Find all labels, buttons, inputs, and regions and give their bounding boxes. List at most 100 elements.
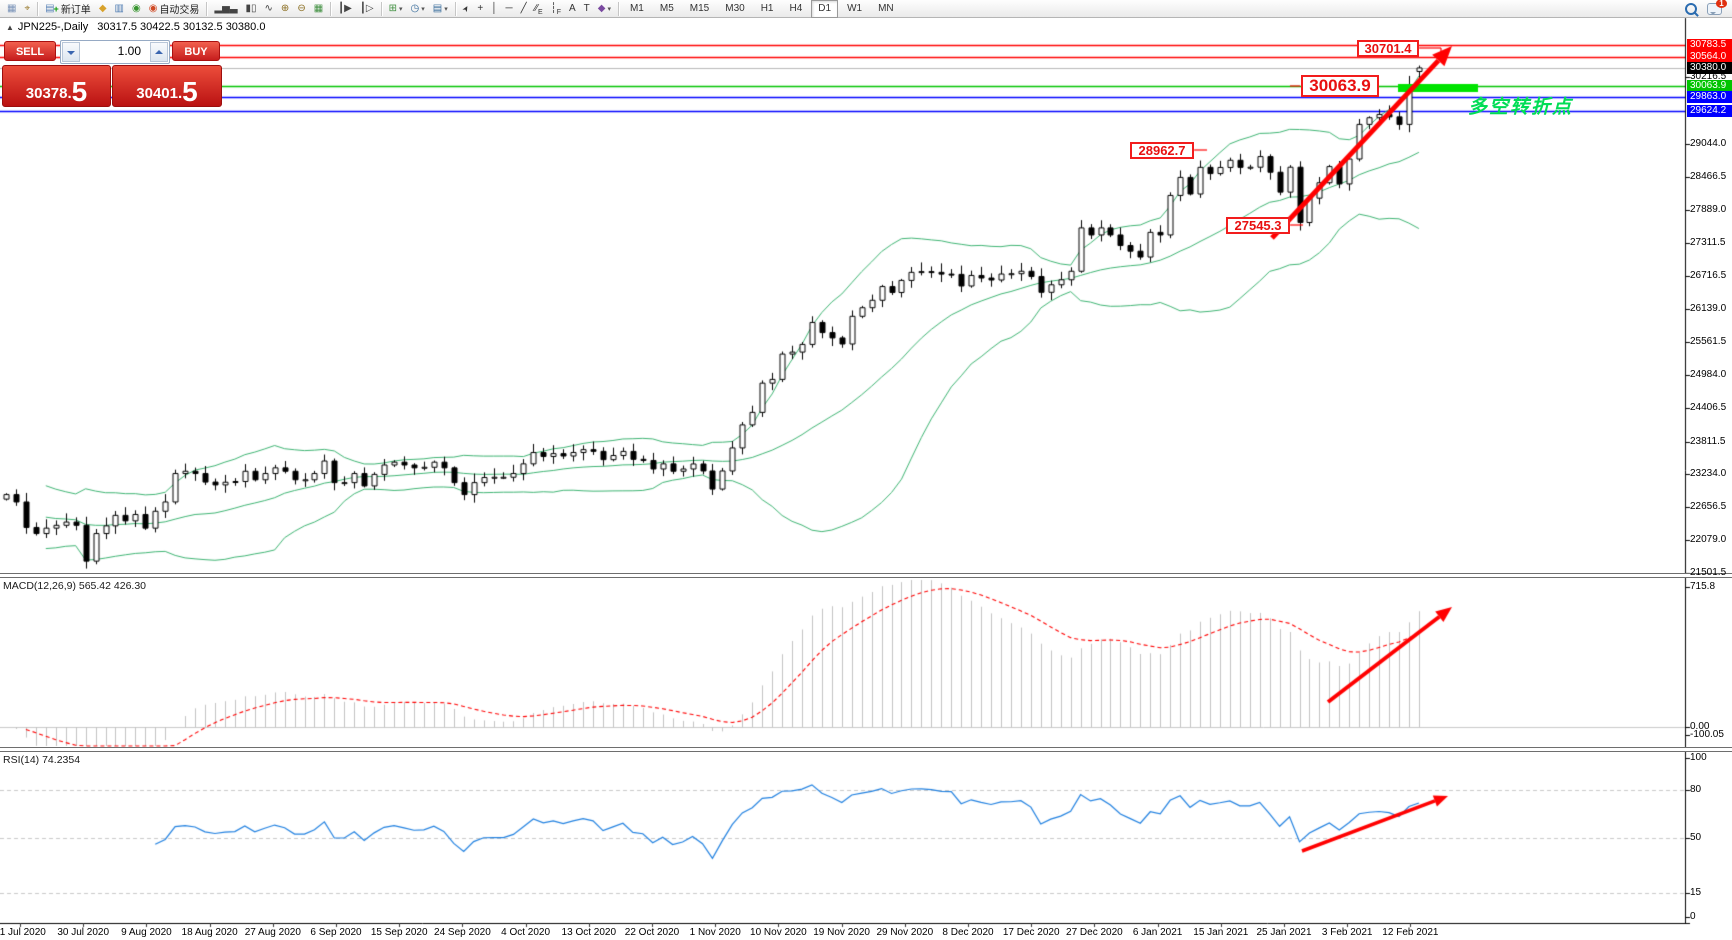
- chart-window-icon: ▦: [7, 2, 17, 14]
- rsi-tick: 80: [1690, 783, 1702, 795]
- indicators-button[interactable]: ⊞ ▾: [385, 0, 407, 18]
- vertical-line-icon[interactable]: │: [487, 0, 501, 18]
- date-label: 8 Dec 2020: [942, 927, 994, 938]
- zoom-out-icon[interactable]: ⊖: [293, 0, 309, 18]
- vertical-line-icon: │: [491, 2, 498, 14]
- buy-button[interactable]: BUY: [172, 41, 220, 61]
- auto-scroll-icon[interactable]: ┃▶: [334, 0, 356, 18]
- text-label-icon[interactable]: T: [580, 0, 594, 18]
- notification-badge: 1: [1716, 0, 1727, 8]
- dropdown-arrow-icon: ▾: [421, 5, 425, 13]
- date-label: 30 Jul 2020: [57, 927, 110, 938]
- toolbar-separator: [37, 1, 39, 16]
- buy-price-panel[interactable]: 30401. 5: [112, 65, 222, 107]
- sell-price-panel[interactable]: 30378. 5: [2, 65, 111, 107]
- macd-pane-separator[interactable]: [0, 573, 1732, 578]
- tile-windows-icon: ▦: [313, 2, 324, 14]
- volume-increase-button[interactable]: [150, 42, 168, 62]
- price-badge: 30380.0: [1687, 61, 1732, 74]
- zoom-in-icon: ⊕: [280, 2, 290, 14]
- price-tick: 23811.5: [1690, 435, 1726, 447]
- macd-tick: 715.8: [1690, 581, 1716, 592]
- sell-button[interactable]: SELL: [4, 41, 56, 61]
- timeframe-m1[interactable]: M1: [629, 2, 644, 14]
- templates-icon: ▤: [432, 2, 443, 14]
- zoom-in-icon[interactable]: ⊕: [277, 0, 293, 18]
- equidistant-channel-icon: ∕∕: [534, 2, 538, 14]
- price-badge: 30564.0: [1687, 51, 1732, 64]
- timeframe-m5[interactable]: M5: [659, 2, 674, 14]
- price-badge: 30063.9: [1687, 79, 1732, 92]
- timeframe-w1[interactable]: W1: [847, 2, 863, 14]
- magic-wand-icon[interactable]: ⌖: [20, 0, 34, 18]
- timeframe-h4[interactable]: H4: [789, 2, 803, 14]
- chart-shift-icon[interactable]: ┃▷: [356, 0, 378, 18]
- price-tick: 25561.5: [1690, 336, 1727, 348]
- dropdown-arrow-icon: ▾: [444, 5, 448, 13]
- rsi-tick: 0: [1690, 911, 1696, 922]
- bid-price-big-digit: 5: [71, 76, 88, 107]
- timeframe-mn[interactable]: MN: [878, 2, 894, 14]
- volume-value[interactable]: 1.00: [117, 44, 141, 58]
- volume-spinner[interactable]: 1.00: [60, 40, 170, 64]
- line-chart-icon[interactable]: ∿: [261, 0, 277, 18]
- notifications-icon[interactable]: 1: [1707, 0, 1727, 15]
- rsi-indicator-label: RSI(14) 74.2354: [3, 754, 81, 766]
- rsi-pane-separator[interactable]: [0, 747, 1732, 752]
- crosshair-icon[interactable]: +: [473, 0, 487, 18]
- candlestick-chart-icon[interactable]: ▮▯: [242, 0, 261, 18]
- volume-decrease-button[interactable]: [62, 42, 80, 62]
- breakout-level-label[interactable]: 30063.9: [1301, 75, 1379, 97]
- turning-point-note[interactable]: 多空转折点: [1468, 97, 1574, 118]
- date-label: 13 Oct 2020: [561, 927, 617, 938]
- timeframe-h1[interactable]: H1: [760, 2, 774, 14]
- date-label: 27 Aug 2020: [244, 927, 301, 938]
- tile-windows-icon[interactable]: ▦: [310, 0, 327, 18]
- resistance-target-label[interactable]: 30701.4: [1357, 40, 1419, 57]
- date-label: 15 Jan 2021: [1193, 927, 1249, 938]
- trendline-icon: ╱: [520, 2, 527, 14]
- text-icon: A: [568, 2, 576, 14]
- timeframe-m15[interactable]: M15: [689, 2, 710, 14]
- rsi-tick: 50: [1690, 831, 1702, 843]
- swing-low-label[interactable]: 27545.3: [1226, 217, 1290, 234]
- macd-indicator-label: MACD(12,26,9) 565.42 426.30: [3, 580, 147, 592]
- date-label: 25 Jan 2021: [1256, 927, 1312, 938]
- timeframe-m30[interactable]: M30: [725, 2, 745, 14]
- periods-button[interactable]: ◷ ▾: [407, 0, 429, 18]
- date-label: 10 Nov 2020: [750, 927, 807, 938]
- chart-window-mini-icon: ▲: [6, 23, 14, 32]
- price-tick: 26139.0: [1690, 303, 1727, 315]
- fibonacci-icon[interactable]: ┆ F: [547, 0, 565, 18]
- indicators-icon: ⊞: [388, 2, 397, 14]
- price-tick: 21501.5: [1690, 567, 1727, 578]
- swing-high-label[interactable]: 28962.7: [1130, 142, 1194, 159]
- terminal-icon[interactable]: ▥: [111, 0, 128, 18]
- date-label: 4 Oct 2020: [501, 927, 551, 938]
- text-icon[interactable]: A: [565, 0, 580, 18]
- toolbar-button-label: 新订单: [60, 5, 91, 16]
- cursor-icon: ➤: [460, 3, 472, 14]
- new-order-button[interactable]: ▤ + 新订单: [41, 0, 95, 18]
- templates-button[interactable]: ▤ ▾: [429, 0, 452, 18]
- chart-window-icon[interactable]: ▦: [3, 0, 20, 18]
- arrows-icon[interactable]: ◆ ▾: [594, 0, 615, 18]
- macd-tick: 0.00: [1690, 721, 1710, 732]
- equidistant-channel-icon[interactable]: ∕∕ E: [531, 0, 547, 18]
- horizontal-line-icon: ─: [505, 2, 513, 14]
- date-label: 24 Sep 2020: [434, 927, 491, 938]
- bar-chart-icon[interactable]: ▂▅▃: [210, 0, 241, 18]
- metaeditor-icon[interactable]: ◆: [95, 0, 111, 18]
- horizontal-line-icon[interactable]: ─: [502, 0, 517, 18]
- date-label: 12 Feb 2021: [1382, 927, 1439, 938]
- timeframe-d1[interactable]: D1: [811, 0, 839, 18]
- trendline-icon[interactable]: ╱: [517, 0, 531, 18]
- cursor-icon[interactable]: ➤: [459, 0, 474, 18]
- search-icon[interactable]: [1685, 2, 1697, 15]
- signals-icon[interactable]: ◉: [128, 0, 145, 18]
- price-tick: 23234.0: [1690, 468, 1727, 480]
- toolbar-separator: [454, 1, 456, 16]
- price-tick: 28466.5: [1690, 170, 1727, 182]
- autotrading-button[interactable]: ◉ 自动交易: [145, 0, 204, 18]
